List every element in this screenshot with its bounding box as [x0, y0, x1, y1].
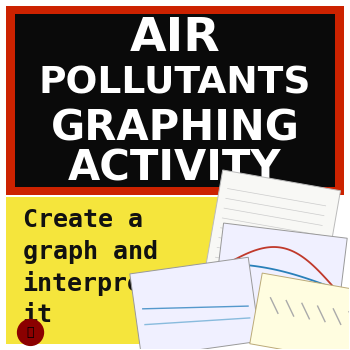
Bar — [15, 14, 335, 187]
Polygon shape — [203, 170, 341, 303]
Text: interpret: interpret — [22, 271, 158, 296]
Text: graph and: graph and — [22, 240, 158, 264]
Polygon shape — [130, 257, 260, 350]
Text: POLLUTANTS: POLLUTANTS — [39, 65, 311, 102]
Text: GRAPHING: GRAPHING — [50, 107, 300, 149]
Polygon shape — [212, 223, 347, 332]
Bar — [6, 6, 344, 195]
Text: 🐞: 🐞 — [27, 326, 34, 339]
Text: ACTIVITY: ACTIVITY — [68, 147, 282, 189]
Bar — [6, 197, 240, 344]
Text: AIR: AIR — [130, 16, 220, 61]
Polygon shape — [250, 273, 350, 350]
Text: it: it — [22, 303, 52, 328]
Circle shape — [18, 320, 43, 345]
Text: Create a: Create a — [22, 208, 142, 232]
